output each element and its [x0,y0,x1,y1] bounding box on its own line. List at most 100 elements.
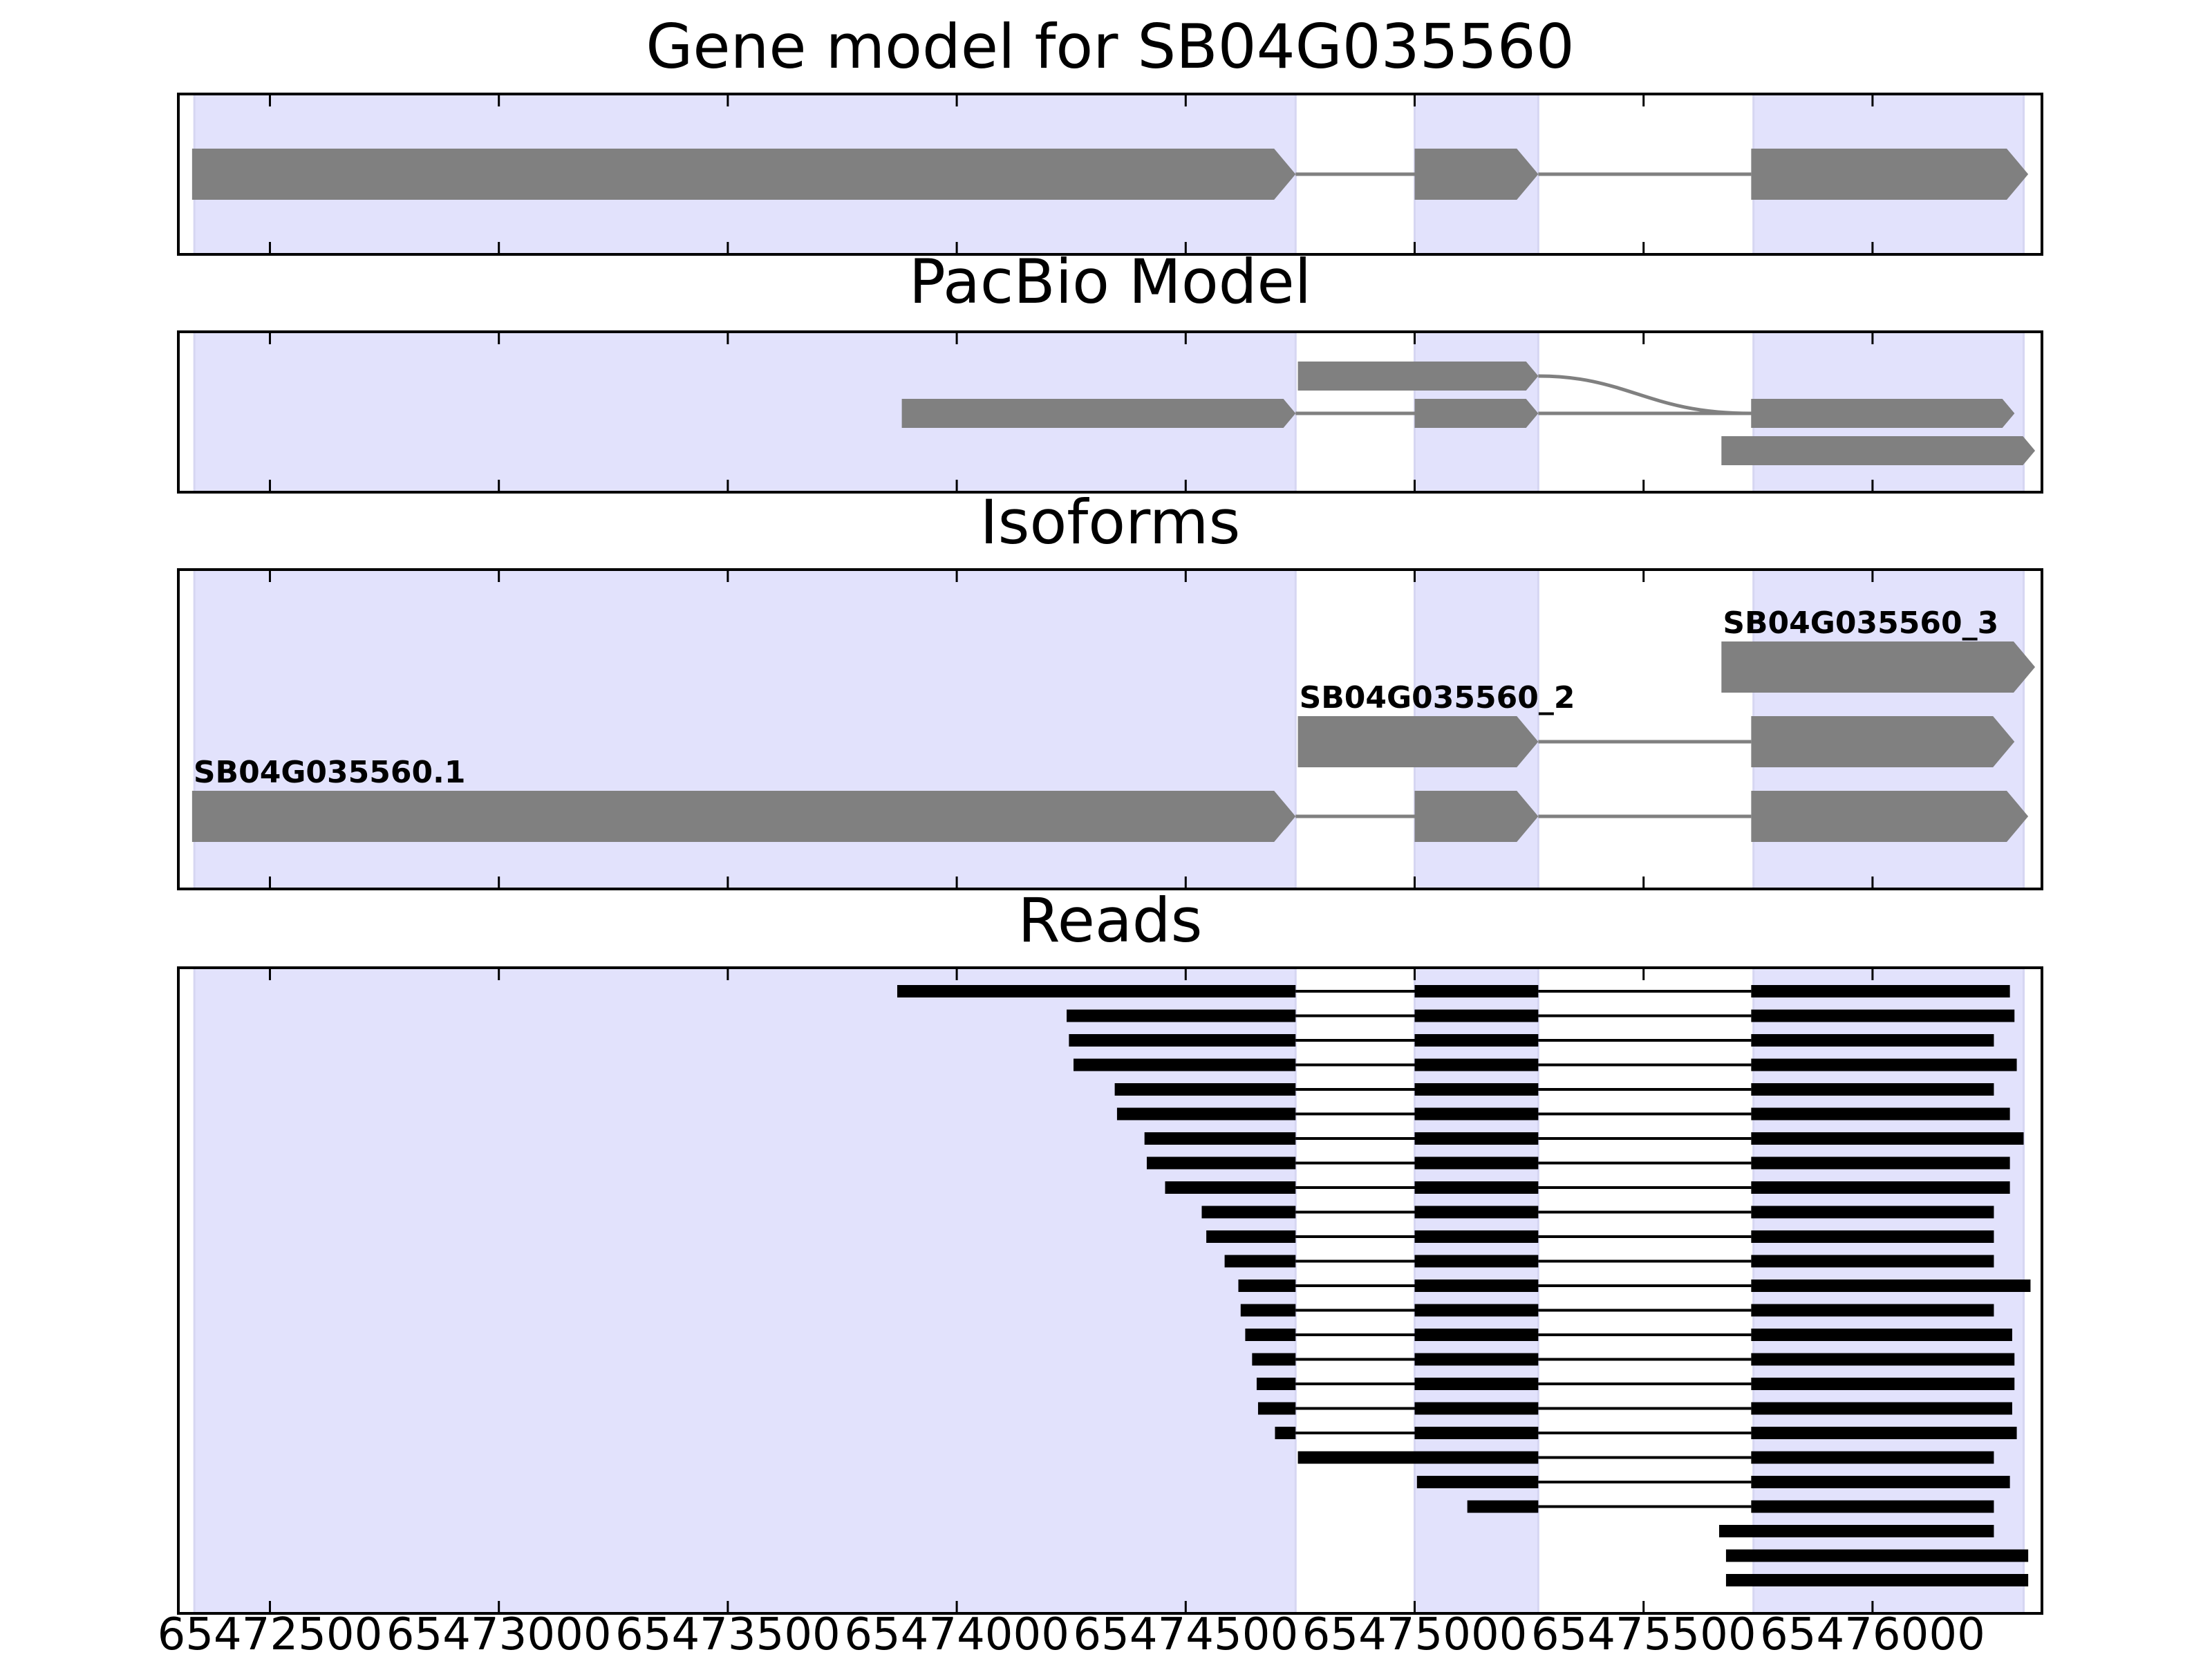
read-15 [1245,1329,2012,1341]
gene-model-panel: Gene model for SB04G035560 [177,11,2043,256]
read-exon-block [1144,1132,1296,1145]
read-exon-block [1414,1353,1539,1366]
exon-block [1751,791,2029,842]
read-8 [1146,1156,2010,1170]
pacbio-model-title: PacBio Model [909,246,1311,317]
read-exon-block [1414,1402,1539,1415]
read-exon-block [1751,1500,1994,1513]
read-exon-block [1467,1500,1539,1513]
model-1: SB04G035560.1 [191,755,2029,842]
read-exon-block [1414,1329,1539,1341]
read-exon-block [1751,1427,2017,1439]
x-tick-label: 65475000 [1302,1609,1528,1659]
read-exon-block [1751,1181,2010,1194]
reads-panel: Reads [177,885,2043,1615]
read-exon-block [1751,1206,1994,1219]
read-17 [1256,1378,2015,1390]
read-6 [1116,1107,2010,1121]
read-exon-block [1751,1255,1994,1268]
read-exon-block [897,985,1296,997]
read-exon-block [1114,1083,1296,1096]
read-exon-block [1414,1058,1539,1071]
panel-frame [177,93,2043,256]
read-exon-block [1240,1304,1296,1317]
read-exon-block [1245,1329,1296,1341]
exon-block [1414,399,1539,428]
read-3 [1069,1034,1994,1047]
exon-block [1414,149,1539,200]
read-exon-block [1414,1255,1539,1268]
read-exon-block [1414,1378,1539,1390]
panel-frame [177,330,2043,494]
exon-block [901,399,1296,428]
read-exon-block [1414,1427,1539,1439]
read-exon-block [1067,1009,1296,1022]
read-exon-block [1275,1427,1296,1439]
read-exon-block [1414,1206,1539,1219]
read-exon-block [1116,1107,1296,1121]
pacbio-model-panel: PacBio Model [177,246,2043,494]
read-23 [1719,1525,1994,1537]
x-axis: 65472500 65473000 65473500 65474000 65474500… [158,1609,1985,1659]
isoform-label: SB04G035560.1 [194,755,466,790]
read-exon-block [1751,1329,2012,1341]
read-exon-block [1165,1181,1296,1194]
gene-model-title: Gene model for SB04G035560 [646,11,1575,82]
read-exon-block [1414,1107,1539,1121]
read-7 [1144,1132,2024,1145]
model-3: SB04G035560_3 [1721,606,2036,693]
read-exon-block [1751,1353,2015,1366]
exon-block [191,791,1296,842]
panel-frame [177,966,2043,1615]
read-9 [1165,1181,2010,1194]
read-exon-block [1074,1058,1296,1071]
read-exon-block [1751,1058,2017,1071]
read-exon-block [1751,1156,2010,1170]
read-exon-block [1414,1009,1539,1022]
exon-block [1751,399,2015,428]
read-exon-block [1414,1280,1539,1292]
read-exon-block [1414,1034,1539,1047]
read-exon-block [1252,1353,1296,1366]
model-2: SB04G035560_2 [1297,680,2015,767]
read-exon-block [1751,1304,1994,1317]
read-exon-block [1414,1156,1539,1170]
read-exon-block [1751,1009,2015,1022]
panel-contents: SB04G035560.1 SB04G035560_2 SB04G035560_3 [191,570,2036,889]
exon-block [1751,149,2029,200]
read-25 [1725,1574,2029,1586]
read-24 [1725,1549,2029,1562]
exon-block [1414,791,1539,842]
x-tick-label: 65474500 [1073,1609,1298,1659]
model-1 [191,149,2029,200]
exon-block [1721,436,2036,465]
x-tick-label: 65472500 [158,1609,383,1659]
read-12 [1224,1255,1994,1268]
read-exon-block [1751,1476,2010,1488]
model-2 [1297,362,2015,428]
panel-frame [177,568,2043,890]
read-exon-block [1201,1206,1296,1219]
exon-block [1751,716,2015,767]
x-tick-label: 65476000 [1760,1609,1985,1659]
read-exon-block [1069,1034,1296,1047]
x-tick-label: 65475500 [1531,1609,1756,1659]
model-3 [1721,436,2036,465]
read-5 [1114,1083,1994,1096]
read-13 [1238,1280,2031,1292]
isoforms-panel: Isoforms SB04G035560.1SB04G035560_2SB04G… [177,487,2043,890]
read-10 [1201,1206,1994,1219]
exon-block [191,149,1296,200]
isoforms-title: Isoforms [980,487,1241,558]
read-22 [1467,1500,1994,1513]
read-exon-block [1751,1107,2010,1121]
read-exon-block [1238,1280,1296,1292]
read-exon-block [1414,1083,1539,1096]
read-1 [897,985,2010,997]
read-exon-block [1416,1476,1539,1488]
read-exon-block [1751,1280,2031,1292]
read-4 [1074,1058,2017,1071]
isoform-label: SB04G035560_2 [1300,680,1575,715]
intron-line [1538,374,1752,415]
